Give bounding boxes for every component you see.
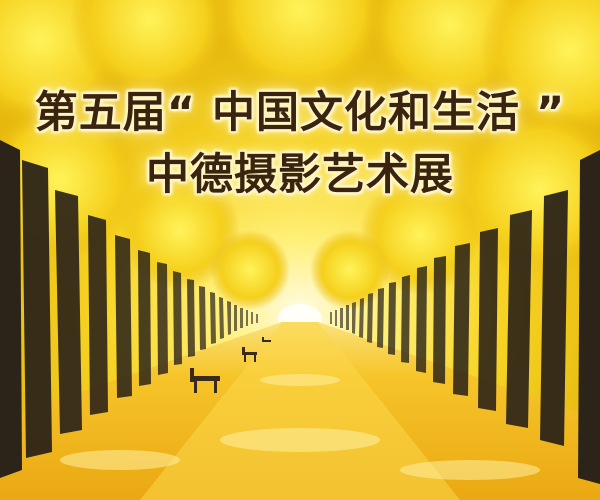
tree-trunk-icon — [330, 150, 600, 484]
path-center — [140, 322, 460, 500]
park-bench-icon — [242, 347, 257, 362]
park-bench-icon — [262, 337, 271, 342]
title-line-1: 第五届“ 中国文化和生活 ” — [34, 88, 566, 138]
fallen-leaves — [60, 374, 540, 480]
poster-title: 第五届“ 中国文化和生活 ” 中德摄影艺术展 — [0, 88, 600, 201]
park-bench-icon — [190, 368, 220, 393]
tree-trunk-icon — [0, 140, 258, 478]
title-line-2: 中德摄影艺术展 — [146, 149, 454, 200]
